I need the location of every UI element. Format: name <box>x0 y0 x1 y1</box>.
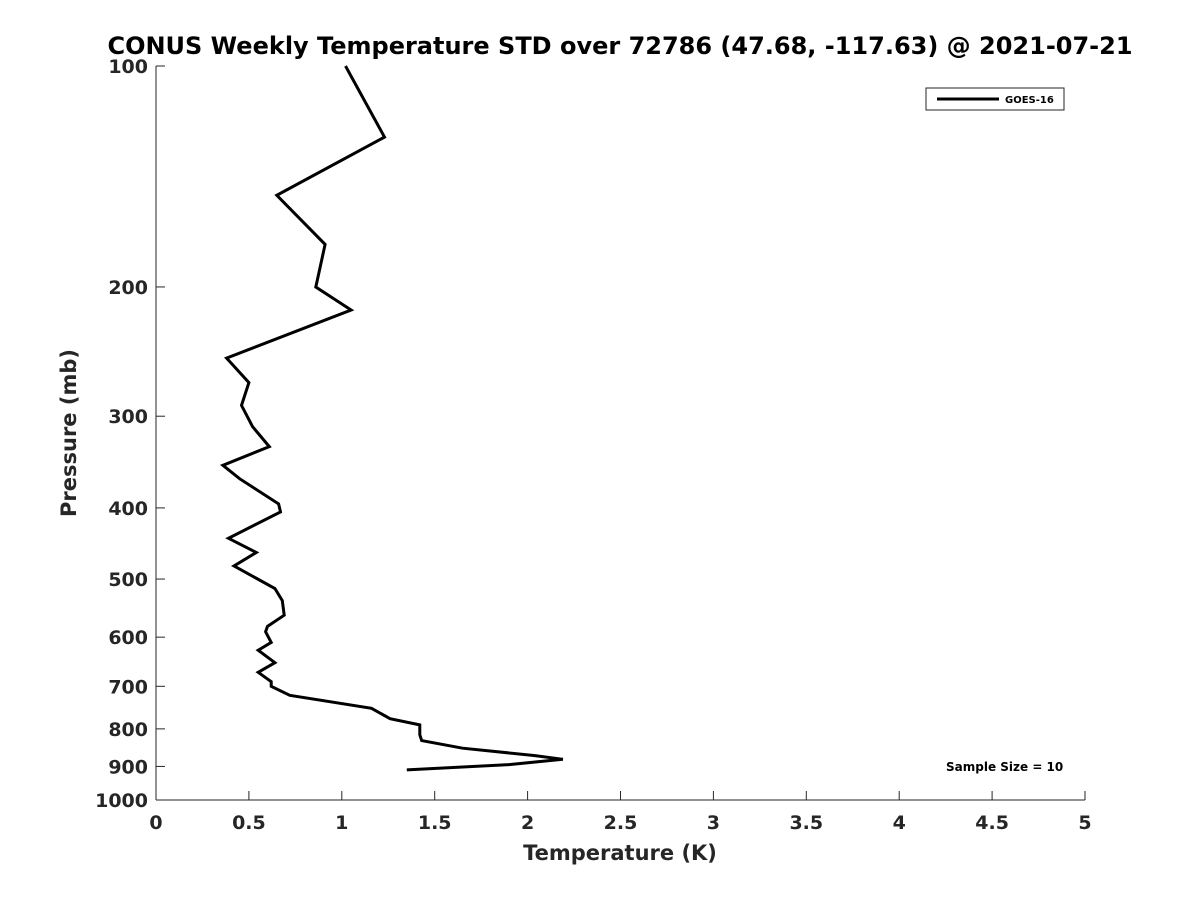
y-tick-label: 900 <box>108 756 148 778</box>
x-tick-label: 0 <box>149 812 162 834</box>
legend: GOES-16 <box>925 87 1065 111</box>
sample-size-annotation: Sample Size = 10 <box>946 760 1063 774</box>
y-tick-label: 1000 <box>95 790 148 812</box>
y-tick-label: 200 <box>108 277 148 299</box>
x-tick-label: 4.5 <box>975 812 1009 834</box>
y-tick-label: 500 <box>108 569 148 591</box>
x-tick-label: 0.5 <box>232 812 266 834</box>
y-tick-label: 800 <box>108 719 148 741</box>
y-tick-label: 700 <box>108 676 148 698</box>
axes <box>155 66 1085 801</box>
y-tick-label: 100 <box>108 56 148 78</box>
x-tick-label: 3.5 <box>789 812 823 834</box>
x-tick-label: 1.5 <box>418 812 452 834</box>
y-ticks: 100 200 300 400 500 600 700 800 900 1000 <box>95 56 165 812</box>
legend-entry-label: GOES-16 <box>1005 95 1054 106</box>
y-axis-label: Pressure (mb) <box>57 349 81 517</box>
y-tick-label: 300 <box>108 406 148 428</box>
x-ticks: 0 0.5 1 1.5 2 2.5 3 3.5 4 4.5 5 <box>149 791 1092 834</box>
x-axis-label: Temperature (K) <box>523 841 717 865</box>
x-tick-label: 5 <box>1078 812 1091 834</box>
y-tick-label: 600 <box>108 627 148 649</box>
x-tick-label: 1 <box>335 812 348 834</box>
chart-title: CONUS Weekly Temperature STD over 72786 … <box>107 32 1132 60</box>
y-tick-label: 400 <box>108 498 148 520</box>
series-line-0 <box>219 65 564 772</box>
series-layer <box>219 65 564 772</box>
x-tick-label: 4 <box>893 812 906 834</box>
x-tick-label: 3 <box>707 812 720 834</box>
x-tick-label: 2.5 <box>604 812 638 834</box>
x-tick-label: 2 <box>521 812 534 834</box>
